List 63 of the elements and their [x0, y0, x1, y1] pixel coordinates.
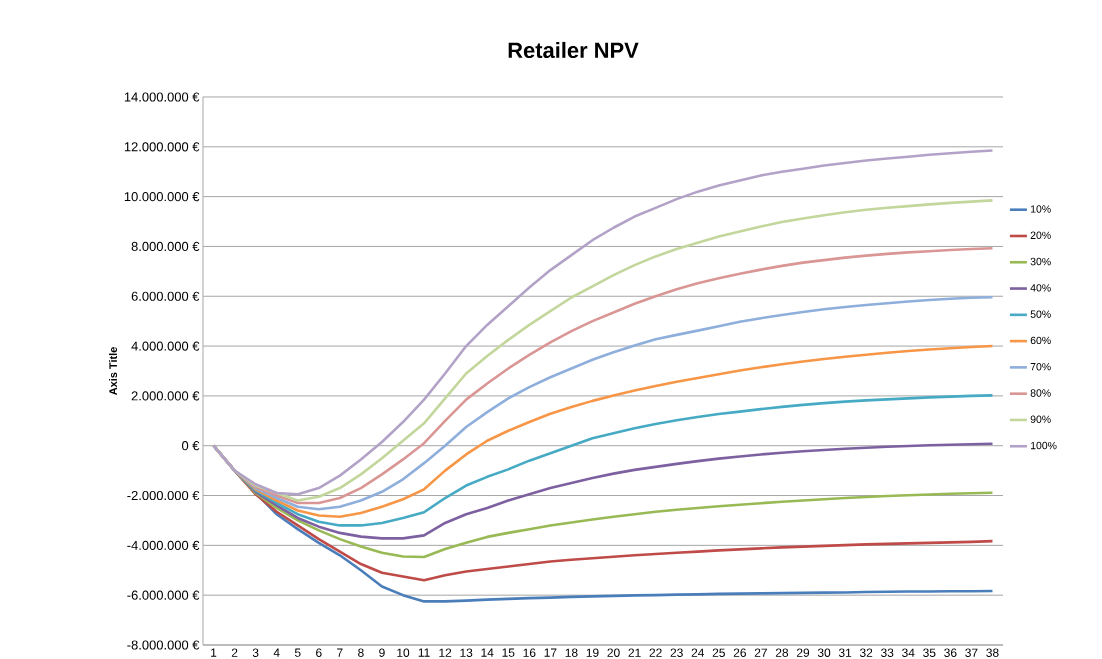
x-tick-label: 38: [986, 648, 999, 657]
y-axis-title: Axis Title: [108, 347, 118, 395]
x-tick-label: 9: [379, 648, 385, 657]
x-tick-label: 12: [439, 648, 452, 657]
legend-label: 100%: [1031, 441, 1057, 450]
y-tick-label: 8.000.000 €: [131, 241, 200, 252]
x-tick-label: 23: [670, 648, 683, 657]
x-tick-label: 24: [691, 648, 705, 657]
x-tick-label: 26: [733, 648, 746, 657]
y-tick-label: 12.000.000 €: [124, 142, 200, 152]
x-tick-label: 16: [523, 648, 536, 657]
legend-label: 60%: [1030, 336, 1051, 345]
y-tick-label: 0 €: [181, 441, 200, 451]
x-tick-label: 8: [358, 648, 364, 657]
x-tick-label: 31: [838, 648, 852, 657]
x-tick-label: 3: [252, 648, 259, 657]
x-tick-label: 15: [502, 648, 515, 657]
y-tick-label: -2.000.000 €: [127, 490, 200, 501]
chart-title: Retailer NPV: [508, 41, 639, 59]
legend-label: 20%: [1030, 231, 1051, 239]
x-tick-label: 20: [607, 648, 620, 657]
x-tick-label: 35: [923, 648, 936, 657]
x-tick-label: 10: [397, 648, 410, 657]
x-tick-label: 21: [628, 648, 641, 657]
x-tick-label: 11: [418, 648, 430, 657]
legend-label: 90%: [1030, 415, 1051, 423]
y-tick-label: 6.000.000 €: [131, 291, 200, 301]
x-tick-label: 27: [754, 648, 767, 657]
x-tick-label: 5: [294, 648, 301, 657]
x-tick-label: 28: [775, 648, 789, 657]
x-tick-label: 25: [712, 648, 725, 657]
y-tick-label: 10.000.000 €: [124, 192, 200, 202]
x-tick-label: 17: [544, 648, 557, 657]
x-tick-label: 1: [211, 648, 217, 657]
x-tick-label: 18: [565, 648, 578, 657]
x-tick-label: 7: [337, 648, 343, 657]
y-tick-label: 4.000.000 €: [131, 341, 200, 351]
x-tick-label: 14: [481, 648, 494, 657]
y-tick-label: -6.000.000 €: [127, 590, 200, 600]
legend-label: 80%: [1030, 389, 1051, 397]
x-tick-label: 13: [460, 648, 473, 657]
y-tick-label: 2.000.000 €: [131, 391, 200, 401]
x-tick-label: 2: [231, 648, 238, 657]
legend-label: 50%: [1030, 310, 1051, 318]
y-tick-label: -4.000.000 €: [127, 540, 200, 550]
y-tick-label: -8.000.000 €: [127, 640, 200, 650]
x-tick-label: 22: [649, 648, 662, 657]
x-tick-label: 37: [965, 648, 978, 657]
y-tick-label: 14.000.000 €: [124, 92, 200, 102]
x-tick-label: 19: [586, 648, 599, 657]
x-tick-label: 32: [859, 648, 873, 657]
legend-label: 30%: [1030, 257, 1051, 266]
legend-label: 10%: [1031, 205, 1051, 213]
x-tick-label: 29: [796, 648, 810, 657]
x-tick-label: 34: [902, 648, 915, 657]
x-tick-label: 30: [817, 648, 831, 657]
line-series: [212, 149, 994, 496]
x-tick-label: 33: [881, 648, 894, 657]
x-tick-label: 4: [273, 648, 280, 657]
legend-label: 40%: [1030, 284, 1051, 292]
x-tick-label: 36: [944, 648, 957, 657]
legend-label: 70%: [1030, 363, 1051, 371]
x-tick-label: 6: [316, 648, 322, 657]
